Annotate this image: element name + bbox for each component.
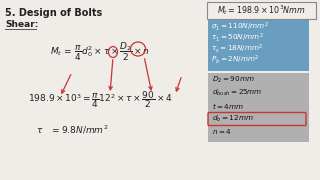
Text: $\sigma_1 = 110N/mm^2$: $\sigma_1 = 110N/mm^2$ (211, 21, 269, 33)
Text: $M_t\,=\,\dfrac{\pi}{4}d_0^2\times\tau\times\dfrac{D_2}{2}\times n$: $M_t\,=\,\dfrac{\pi}{4}d_0^2\times\tau\t… (50, 41, 150, 63)
Text: $t=4mm$: $t=4mm$ (212, 101, 244, 111)
Text: $\tau\quad=9.8N/mm^2$: $\tau\quad=9.8N/mm^2$ (36, 124, 108, 136)
Text: $D_2=90mm$: $D_2=90mm$ (212, 75, 255, 85)
Text: $P_b = 2N/mm^2$: $P_b = 2N/mm^2$ (211, 54, 259, 66)
Text: $\tau_1 = 50N/mm^2$: $\tau_1 = 50N/mm^2$ (211, 32, 264, 44)
Text: $M_t = 198.9 \times 10^3 Nmm$: $M_t = 198.9 \times 10^3 Nmm$ (217, 3, 306, 17)
FancyBboxPatch shape (207, 19, 308, 71)
Text: $d_b =12mm$: $d_b =12mm$ (212, 114, 254, 124)
Text: $d_{bush}=25mm$: $d_{bush}=25mm$ (212, 88, 262, 98)
Text: 5. Design of Bolts: 5. Design of Bolts (5, 8, 102, 18)
FancyBboxPatch shape (207, 73, 308, 141)
FancyBboxPatch shape (206, 1, 316, 19)
Text: $n=4$: $n=4$ (212, 127, 232, 136)
Text: $\tau_s = 18N/mm^2$: $\tau_s = 18N/mm^2$ (211, 43, 263, 55)
Text: $198.9\times10^3=\dfrac{\pi}{4}12^2\times\tau\times\dfrac{90}{2}\times4$: $198.9\times10^3=\dfrac{\pi}{4}12^2\time… (28, 90, 172, 110)
Text: Shear:: Shear: (5, 20, 38, 29)
FancyBboxPatch shape (208, 112, 306, 125)
